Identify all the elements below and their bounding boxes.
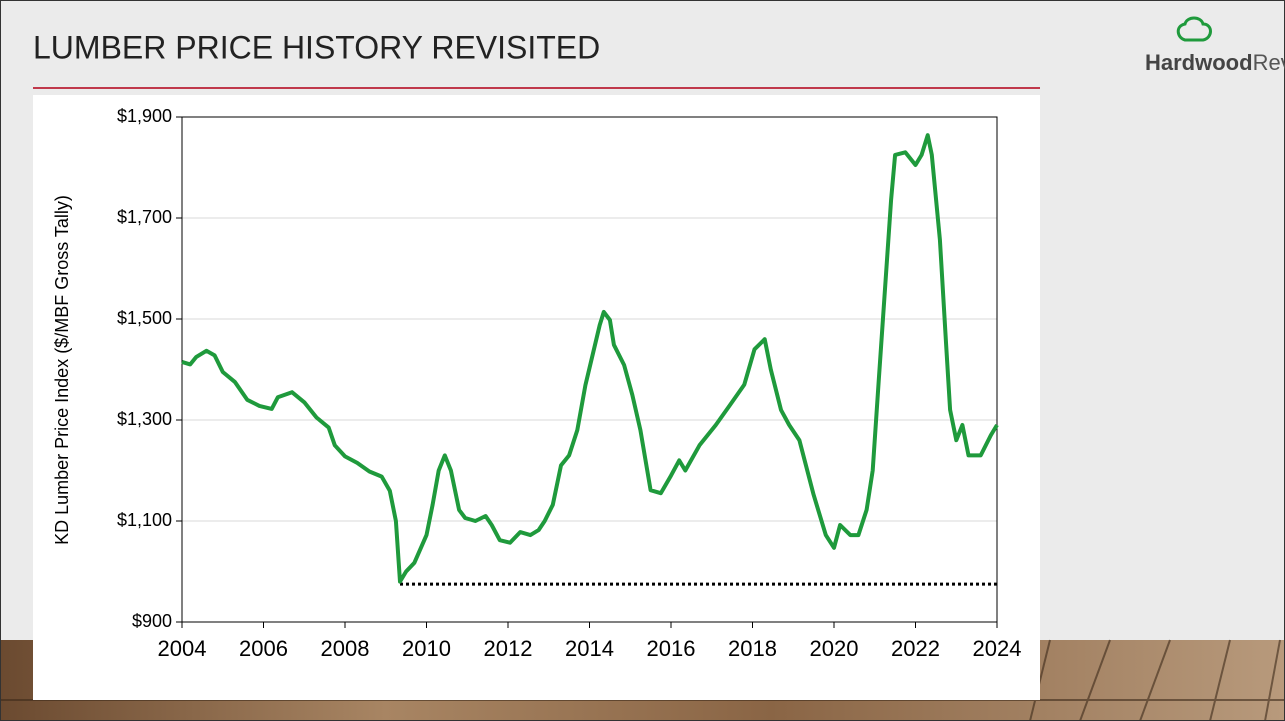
x-tick-label: 2014: [565, 636, 614, 661]
y-tick-label: $1,900: [117, 106, 172, 126]
price-line: [181, 133, 999, 584]
plot-frame: [181, 116, 998, 623]
x-tick-label: 2006: [239, 636, 288, 661]
x-tick-label: 2016: [647, 636, 696, 661]
x-tick-label: 2020: [810, 636, 859, 661]
y-tick-label: $1,700: [117, 207, 172, 227]
logo-tree: [1176, 16, 1212, 42]
y-tick-label: $900: [132, 611, 172, 631]
x-tick-label: 2012: [484, 636, 533, 661]
logo-bold: Hardwood: [1145, 50, 1253, 75]
x-tick-label: 2024: [973, 636, 1022, 661]
slide-title: LUMBER PRICE HISTORY REVISITED: [33, 29, 600, 65]
y-tick-label: $1,300: [117, 409, 172, 429]
x-tick-label: 2022: [891, 636, 940, 661]
y-tick-label: $1,500: [117, 308, 172, 328]
x-tick-label: 2008: [321, 636, 370, 661]
y-axis-label: KD Lumber Price Index ($/MBF Gross Tally…: [52, 195, 72, 545]
y-tick-label: $1,100: [117, 510, 172, 530]
x-tick-label: 2004: [158, 636, 207, 661]
chart-area: [33, 95, 1040, 700]
plot: $900 $1,100 $1,300 $1,500 $1,700 $1,900 2004 20…: [117, 106, 1022, 661]
logo: HardwoodReview: [1145, 16, 1285, 75]
logo-light: Review: [1253, 50, 1285, 75]
x-tick-label: 2010: [402, 636, 451, 661]
x-tick-label: 2018: [728, 636, 777, 661]
logo-text: HardwoodReview: [1145, 50, 1285, 75]
